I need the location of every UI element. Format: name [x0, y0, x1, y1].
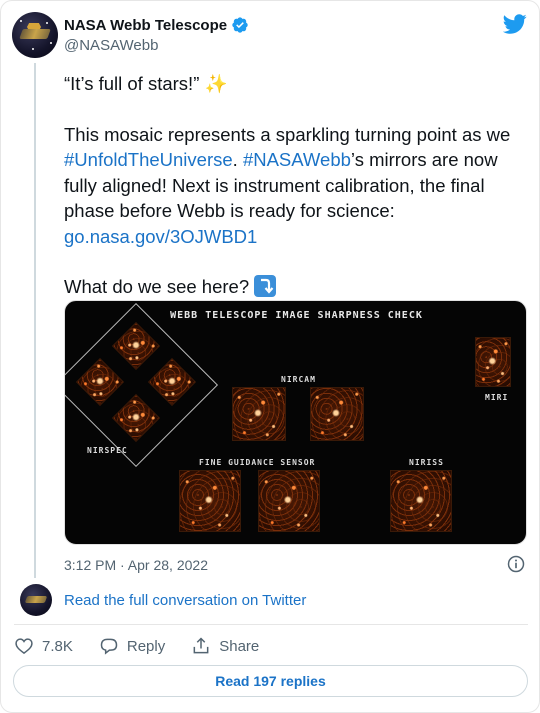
label-miri: MIRI [485, 393, 509, 402]
tweet-quote: “It’s full of stars!” [64, 73, 200, 94]
reply-label: Reply [126, 637, 166, 655]
tweet-timestamp[interactable]: 3:12 PM · Apr 28, 2022 [64, 557, 208, 573]
tweet-paragraph-2: This mosaic represents a sparkling turni… [64, 122, 534, 250]
niriss-tile [390, 470, 452, 532]
conversation-avatar [20, 584, 52, 616]
tweet-media-image[interactable]: WEBB TELESCOPE IMAGE SHARPNESS CHECK NIR… [64, 300, 527, 545]
media-title: WEBB TELESCOPE IMAGE SHARPNESS CHECK [170, 310, 423, 321]
tweet-question: What do we see here? [64, 276, 250, 297]
twitter-bird-icon[interactable] [503, 12, 527, 36]
tweet-actions: 7.8K Reply Share [14, 635, 285, 657]
author-handle[interactable]: @NASAWebb [64, 37, 159, 54]
author-avatar[interactable] [12, 12, 58, 58]
divider [14, 624, 528, 625]
tweet-text-segment: ’s mirrors are now fully aligned! Next i… [64, 149, 498, 221]
reply-button[interactable]: Reply [99, 636, 165, 656]
reply-bubble-icon [100, 638, 118, 655]
label-fine-guidance-sensor: FINE GUIDANCE SENSOR [199, 458, 316, 467]
like-button[interactable]: 7.8K [14, 636, 73, 656]
label-nirspec: NIRSPEC [87, 446, 128, 455]
arrow-down-emoji-icon [254, 275, 277, 297]
read-replies-button[interactable]: Read 197 replies [13, 665, 528, 697]
label-niriss: NIRISS [409, 458, 444, 467]
sparkles-emoji: ✨ [204, 73, 228, 94]
hashtag-unfold-the-universe[interactable]: #UnfoldTheUniverse [64, 149, 233, 170]
verified-badge-icon [232, 17, 248, 33]
tweet-paragraph-3: What do we see here? [64, 274, 534, 300]
share-icon [193, 637, 209, 654]
author-display-name[interactable]: NASA Webb Telescope [64, 16, 228, 34]
nasa-short-link[interactable]: go.nasa.gov/3OJWBD1 [64, 225, 258, 247]
thread-line [34, 63, 36, 578]
fgs-tile-b [258, 470, 320, 532]
author-name-row[interactable]: NASA Webb Telescope [64, 16, 249, 34]
tweet-body: “It’s full of stars!” ✨ This mosaic repr… [64, 71, 534, 325]
tweet-text-segment: . [232, 149, 243, 170]
like-count: 7.8K [42, 637, 73, 655]
nircam-tile-a [232, 387, 286, 441]
share-button[interactable]: Share [191, 636, 259, 656]
read-full-conversation-link[interactable]: Read the full conversation on Twitter [64, 592, 307, 609]
share-label: Share [219, 637, 260, 655]
tweet-paragraph-1: “It’s full of stars!” ✨ [64, 71, 534, 97]
tweet-text-segment: This mosaic represents a sparkling turni… [64, 123, 511, 145]
fgs-tile-a [179, 470, 241, 532]
info-icon[interactable] [506, 554, 526, 574]
heart-icon [15, 638, 33, 655]
hashtag-nasawebb[interactable]: #NASAWebb [242, 149, 351, 170]
nircam-tile-b [310, 387, 364, 441]
miri-tile [475, 337, 511, 387]
label-nircam: NIRCAM [281, 375, 316, 384]
